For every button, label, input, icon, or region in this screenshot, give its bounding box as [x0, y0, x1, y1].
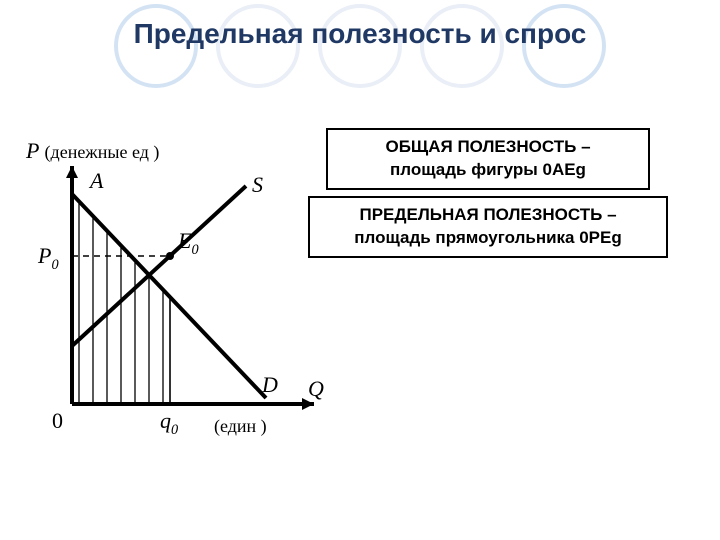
svg-text:P0: P0: [37, 243, 59, 273]
total-utility-line1: ОБЩАЯ ПОЛЕЗНОСТЬ –: [338, 136, 638, 159]
svg-text:Q: Q: [308, 376, 324, 401]
svg-text:A: A: [88, 168, 104, 193]
svg-text:P (денежные ед ): P (денежные ед ): [25, 138, 159, 163]
page-title: Предельная полезность и спрос: [0, 18, 720, 50]
supply-demand-diagram: P (денежные ед )Q(един )0ASDE0P0q0: [14, 136, 334, 456]
svg-text:q0: q0: [160, 408, 178, 438]
total-utility-box: ОБЩАЯ ПОЛЕЗНОСТЬ – площадь фигуры 0AEg: [326, 128, 650, 190]
marginal-utility-line1: ПРЕДЕЛЬНАЯ ПОЛЕЗНОСТЬ –: [320, 204, 656, 227]
svg-text:S: S: [252, 172, 263, 197]
svg-text:D: D: [261, 372, 278, 397]
total-utility-line2: площадь фигуры 0AEg: [338, 159, 638, 182]
svg-text:0: 0: [52, 408, 63, 433]
marginal-utility-line2: площадь прямоугольника 0PEg: [320, 227, 656, 250]
marginal-utility-box: ПРЕДЕЛЬНАЯ ПОЛЕЗНОСТЬ – площадь прямоуго…: [308, 196, 668, 258]
svg-text:(един ): (един ): [214, 416, 267, 437]
